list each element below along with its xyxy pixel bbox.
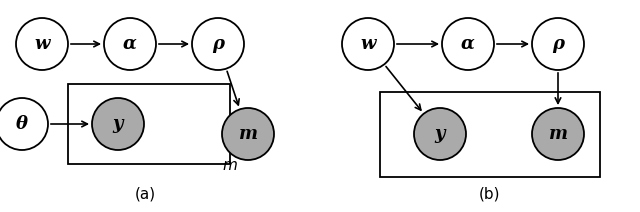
Circle shape — [532, 108, 584, 160]
Text: (a): (a) — [134, 187, 156, 201]
Circle shape — [104, 18, 156, 70]
Text: y: y — [113, 115, 124, 133]
Circle shape — [342, 18, 394, 70]
Circle shape — [192, 18, 244, 70]
Text: y: y — [435, 125, 445, 143]
Circle shape — [532, 18, 584, 70]
Text: w: w — [35, 35, 50, 53]
Bar — [380, 92, 600, 177]
Circle shape — [414, 108, 466, 160]
Text: α: α — [123, 35, 137, 53]
Circle shape — [16, 18, 68, 70]
Text: m: m — [548, 125, 568, 143]
Circle shape — [92, 98, 144, 150]
Text: α: α — [461, 35, 475, 53]
Circle shape — [222, 108, 274, 160]
Text: m: m — [239, 125, 257, 143]
Circle shape — [442, 18, 494, 70]
Text: (b): (b) — [479, 187, 500, 201]
Text: ρ: ρ — [212, 35, 224, 53]
Text: w: w — [360, 35, 376, 53]
Text: ρ: ρ — [552, 35, 564, 53]
Text: m: m — [222, 158, 237, 173]
Text: θ: θ — [16, 115, 28, 133]
Circle shape — [0, 98, 48, 150]
Bar — [68, 84, 230, 164]
